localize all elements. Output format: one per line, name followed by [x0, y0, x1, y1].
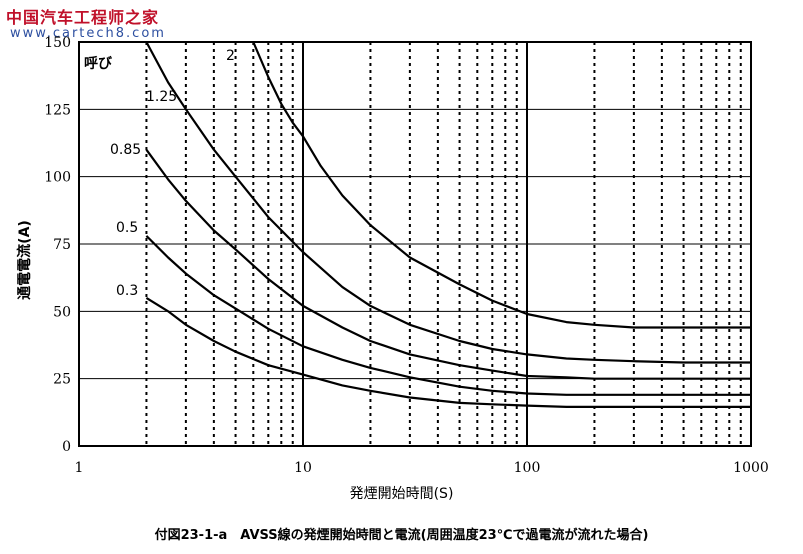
y-tick-label: 50 — [53, 304, 71, 320]
series-label: 0.85 — [110, 142, 141, 158]
x-tick-label: 100 — [514, 460, 541, 476]
watermark-title: 中国汽车工程师之家 — [6, 8, 160, 27]
y-tick-label: 75 — [53, 237, 71, 253]
y-axis-label: 通電電流(A) — [17, 220, 33, 300]
series-label: 2 — [226, 48, 235, 64]
y-tick-label: 0 — [62, 439, 71, 455]
series-label: 0.5 — [116, 220, 138, 236]
legend-header: 呼び — [84, 55, 113, 72]
y-tick-label: 100 — [44, 170, 71, 186]
plot-frame — [78, 41, 752, 447]
series-line — [145, 149, 751, 380]
series-line — [145, 41, 751, 364]
y-tick-label: 150 — [44, 35, 71, 51]
x-tick-label: 1 — [75, 460, 84, 476]
x-axis-label: 発煙開始時間(S) — [349, 486, 454, 502]
series-line — [145, 235, 751, 396]
figure-caption: 付図23-1-a AVSS線の発煙開始時間と電流(周囲温度23℃で過電流が流れた… — [154, 528, 649, 543]
watermark: 中国汽车工程师之家 www.cartech8.com — [6, 4, 166, 48]
x-tick-label: 1000 — [733, 460, 769, 476]
series-label: 1.25 — [146, 89, 177, 105]
watermark-url: www.cartech8.com — [10, 26, 166, 41]
y-axis-label-box: 通電電流(A) — [4, 220, 44, 300]
series-label: 0.3 — [116, 283, 138, 299]
y-tick-label: 125 — [44, 102, 71, 118]
x-tick-label: 10 — [294, 460, 312, 476]
series-line — [145, 296, 751, 408]
series-line — [252, 41, 751, 329]
y-tick-label: 25 — [53, 372, 71, 388]
